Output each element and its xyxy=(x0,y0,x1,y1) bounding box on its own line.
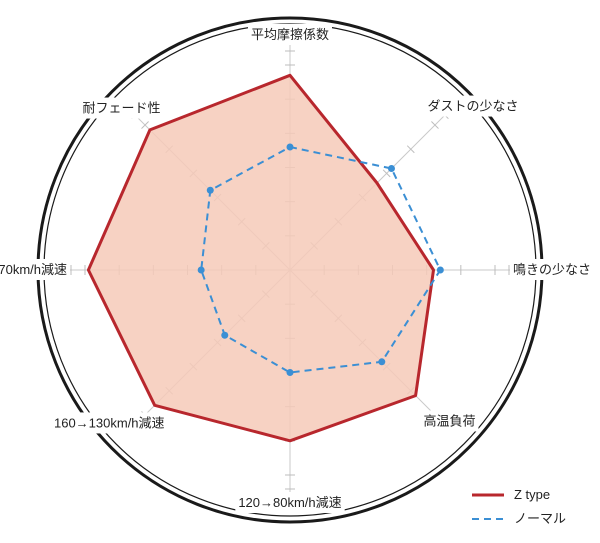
series-marker-normal xyxy=(437,267,444,274)
series-marker-normal xyxy=(388,165,395,172)
axis-label-decel_120_80: 120→80km/h減速 xyxy=(238,495,341,510)
legend-label-normal: ノーマル xyxy=(514,511,566,526)
axis-label-avg_friction: 平均摩擦係数 xyxy=(251,27,329,42)
axis-label-noise_low: 鳴きの少なさ xyxy=(513,262,591,277)
series-marker-normal xyxy=(287,144,294,151)
radar-chart-container: 平均摩擦係数ダストの少なさ鳴きの少なさ高温負荷 120→80km/h減速 160→1… xyxy=(0,0,600,543)
axis-label-fade_resist: 耐フェード性 xyxy=(83,101,161,116)
axis-label-high_temp: 高温負荷 xyxy=(423,413,475,428)
series-marker-normal xyxy=(287,369,294,376)
series-marker-normal xyxy=(207,187,214,194)
legend-label-ztype: Z type xyxy=(514,487,550,502)
axis-label-decel_160_130: 160→130km/h減速 xyxy=(54,415,165,430)
axis-label-dust_low: ダストの少なさ xyxy=(427,99,518,114)
series-marker-normal xyxy=(378,358,385,365)
radar-chart: 平均摩擦係数ダストの少なさ鳴きの少なさ高温負荷 120→80km/h減速 160→1… xyxy=(0,0,600,543)
series-marker-normal xyxy=(198,267,205,274)
series-marker-normal xyxy=(221,332,228,339)
axis-label-decel_200_170: 200→170km/h減速 xyxy=(0,262,67,277)
